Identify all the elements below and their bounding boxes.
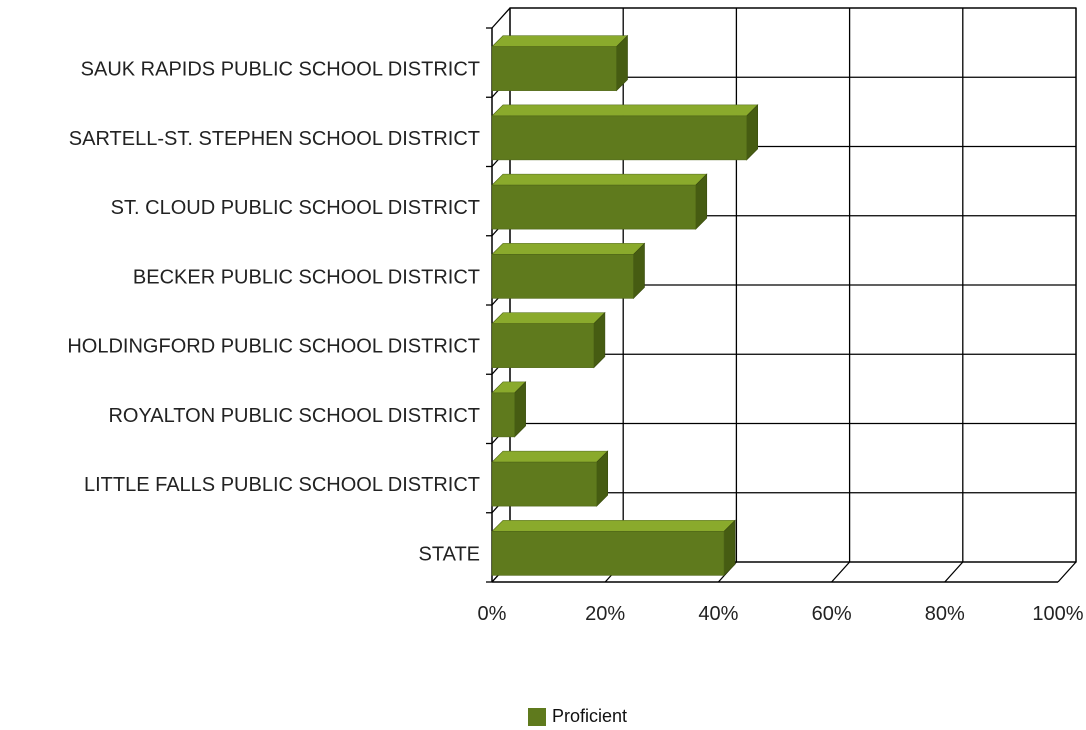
bar-sartell-st-stephen-school-district [491, 104, 759, 161]
bar-top-face [491, 35, 629, 47]
bar-front-face [491, 461, 598, 507]
category-label: SARTELL-ST. STEPHEN SCHOOL DISTRICT [69, 128, 480, 150]
floor-diagonal [944, 561, 964, 583]
bar-top-face [491, 173, 708, 186]
x-tick-label: 20% [585, 603, 625, 625]
floor-diagonal [1057, 561, 1077, 583]
category-label: ROYALTON PUBLIC SCHOOL DISTRICT [108, 405, 480, 427]
bar-front-face [491, 115, 747, 161]
bar-front-face [491, 392, 515, 438]
category-label: BECKER PUBLIC SCHOOL DISTRICT [133, 266, 480, 288]
bar-top-face [491, 520, 736, 532]
bar-top-face [491, 243, 646, 255]
category-label: ST. CLOUD PUBLIC SCHOOL DISTRICT [111, 197, 480, 219]
bar-royalton-public-school-district [491, 381, 527, 438]
bar-little-falls-public-school-district [491, 450, 609, 507]
bar-becker-public-school-district [491, 242, 646, 300]
bar-front-face [491, 184, 697, 230]
bar-sauk-rapids-public-school-district [491, 34, 629, 92]
left-wall-diagonal [491, 7, 511, 29]
category-label: HOLDINGFORD PUBLIC SCHOOL DISTRICT [67, 336, 480, 358]
x-tick-label: 0% [478, 603, 507, 625]
x-tick-label: 40% [698, 603, 738, 625]
bar-front-face [491, 323, 595, 368]
x-tick-label: 80% [925, 603, 965, 625]
x-tick-label: 100% [1032, 603, 1083, 625]
category-label: STATE [419, 543, 480, 565]
x-axis-ticks: 0% 20% 40% 60% 80% 100% [478, 603, 1084, 625]
bar-top-face [491, 450, 609, 463]
legend-swatch-proficient [528, 707, 546, 726]
floor-diagonal [831, 561, 851, 583]
bar-top-face [491, 104, 759, 117]
bar-front-face [491, 254, 634, 299]
bar-top-face [491, 312, 606, 324]
bar-holdingford-public-school-district [491, 311, 606, 369]
category-label: SAUK RAPIDS PUBLIC SCHOOL DISTRICT [81, 59, 480, 81]
legend: Proficient [528, 706, 627, 727]
bar-st-cloud-public-school-district [491, 173, 708, 230]
bar-series [491, 34, 759, 577]
category-labels: SAUK RAPIDS PUBLIC SCHOOL DISTRICT SARTEL… [67, 59, 480, 566]
category-label: LITTLE FALLS PUBLIC SCHOOL DISTRICT [84, 474, 480, 496]
x-tick-label: 60% [812, 603, 852, 625]
bar-state [491, 519, 736, 577]
bar-front-face [491, 531, 725, 576]
legend-label-proficient: Proficient [552, 706, 628, 726]
bar-front-face [491, 46, 617, 91]
